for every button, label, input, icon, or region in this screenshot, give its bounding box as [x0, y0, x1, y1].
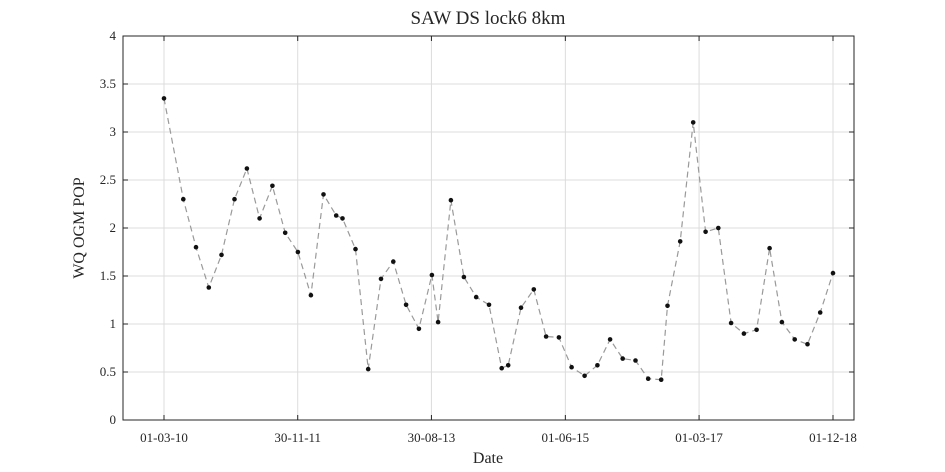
- y-tick-label: 3.5: [100, 76, 116, 91]
- x-tick-label: 30-11-11: [274, 430, 321, 445]
- data-point: [779, 319, 785, 325]
- data-point: [193, 244, 199, 250]
- data-point: [499, 365, 505, 371]
- data-point: [353, 246, 358, 252]
- data-point: [830, 270, 836, 276]
- data-point: [333, 213, 339, 218]
- data-point: [792, 337, 797, 342]
- data-point: [161, 96, 167, 101]
- data-point: [282, 230, 288, 236]
- data-point: [219, 252, 224, 258]
- data-point: [403, 302, 409, 308]
- series-line: [163, 98, 834, 381]
- data-point: [633, 358, 638, 363]
- y-tick-label: 0: [110, 412, 117, 427]
- data-point: [518, 305, 524, 311]
- chart-title: SAW DS lock6 8km: [411, 8, 566, 29]
- data-point: [473, 294, 479, 300]
- x-tick-label: 30-08-13: [408, 430, 456, 445]
- data-point: [817, 310, 823, 315]
- y-axis-label: WQ OGM POP: [71, 177, 88, 278]
- data-point: [690, 120, 696, 125]
- axis-ticks: 0 0.5 1 1.5 2 2.5 3 3.5 4 01-03-10 30-11-11 30-08-1…: [100, 28, 857, 445]
- data-point: [728, 320, 734, 326]
- data-point: [181, 196, 186, 202]
- data-point: [270, 183, 275, 189]
- data-point: [448, 197, 454, 203]
- data-point: [461, 274, 467, 280]
- data-point: [206, 285, 212, 290]
- data-point: [582, 373, 587, 379]
- data-point: [595, 363, 600, 368]
- data-point: [365, 366, 371, 372]
- data-point: [486, 302, 492, 308]
- data-point: [754, 327, 759, 333]
- y-tick-label: 0.5: [100, 364, 116, 379]
- data-point: [716, 225, 721, 231]
- data-point: [665, 303, 670, 309]
- data-point: [805, 341, 810, 347]
- data-point: [391, 259, 396, 264]
- data-point: [569, 364, 574, 370]
- data-point: [429, 272, 435, 278]
- data-point: [767, 245, 772, 251]
- x-tick-label: 01-06-15: [542, 430, 590, 445]
- data-point: [677, 239, 683, 244]
- y-tick-label: 4: [110, 28, 117, 43]
- data-point: [645, 376, 651, 382]
- data-point: [741, 331, 747, 336]
- y-tick-label: 1.5: [100, 268, 116, 283]
- x-tick-label: 01-12-18: [809, 430, 857, 445]
- y-tick-label: 3: [110, 124, 117, 139]
- series-group: [161, 96, 836, 383]
- data-point: [321, 192, 326, 197]
- y-tick-label: 1: [110, 316, 117, 331]
- x-tick-label: 01-03-17: [675, 430, 723, 445]
- data-point: [378, 276, 384, 282]
- data-point: [340, 216, 345, 221]
- x-axis-label: Date: [473, 450, 503, 467]
- data-point: [435, 319, 441, 325]
- y-tick-label: 2: [110, 220, 117, 235]
- data-point: [620, 356, 625, 361]
- data-point: [257, 216, 262, 221]
- data-point: [658, 377, 664, 383]
- data-point: [703, 229, 708, 235]
- data-point: [232, 196, 237, 202]
- data-point: [295, 249, 301, 255]
- x-tick-label: 01-03-10: [140, 430, 188, 445]
- data-point: [556, 335, 562, 340]
- data-point: [505, 363, 511, 368]
- grid-lines: [123, 36, 854, 420]
- data-point: [531, 287, 537, 292]
- data-point: [416, 326, 422, 332]
- data-point: [543, 334, 549, 339]
- y-tick-label: 2.5: [100, 172, 116, 187]
- data-point: [607, 337, 613, 342]
- data-point: [244, 166, 250, 171]
- data-point: [308, 292, 314, 298]
